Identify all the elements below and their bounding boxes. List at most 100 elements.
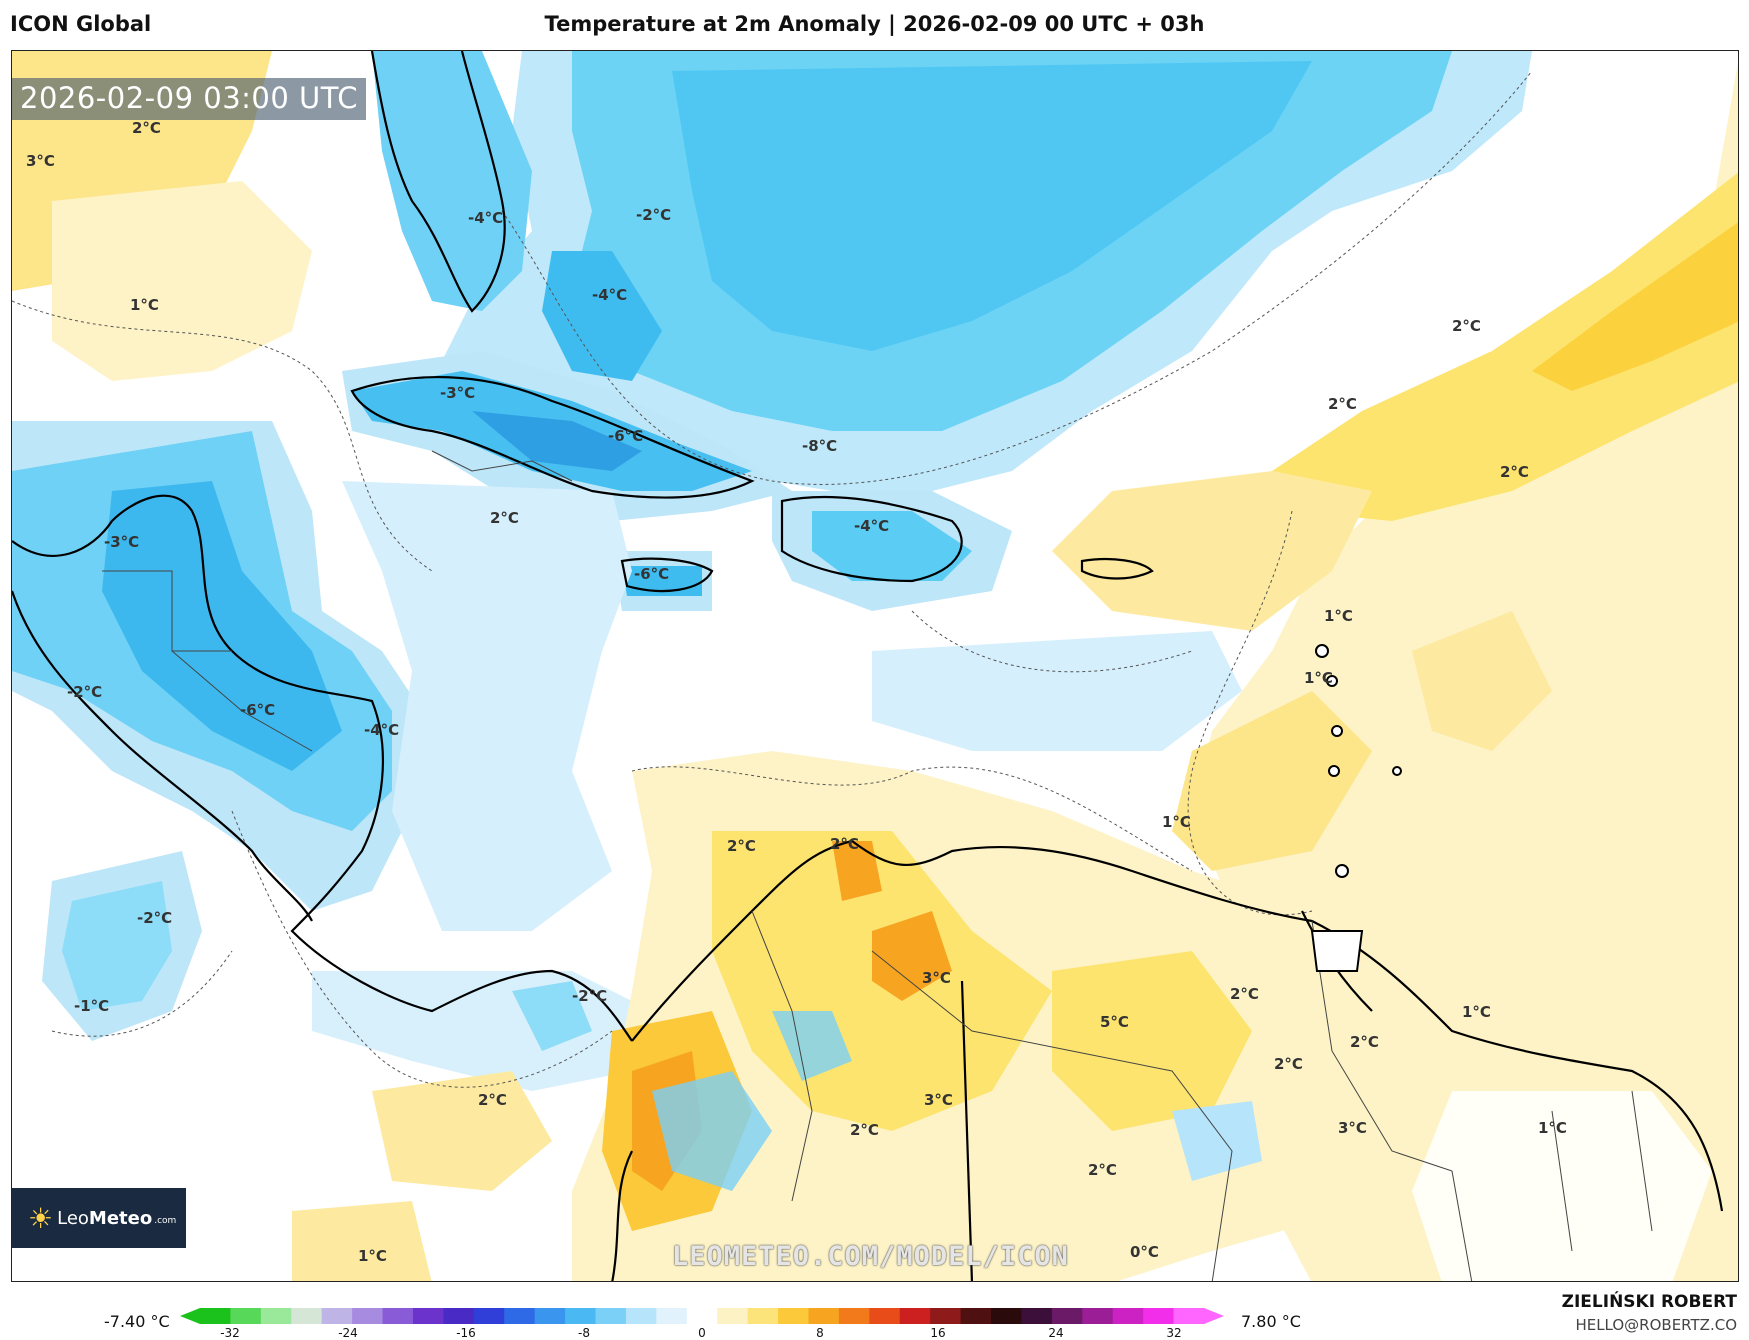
scale-swatch xyxy=(656,1308,688,1324)
anomaly-label: -4°C xyxy=(468,209,504,227)
anomaly-label: 1°C xyxy=(1304,669,1333,687)
author-name: ZIELIŃSKI ROBERT xyxy=(1561,1292,1737,1312)
anomaly-label: 3°C xyxy=(924,1091,953,1109)
anomaly-label: -8°C xyxy=(802,437,838,455)
logo-com: .com xyxy=(154,1216,177,1226)
anomaly-label: 3°C xyxy=(1338,1119,1367,1137)
scale-swatch xyxy=(382,1308,414,1324)
anomaly-label: 2°C xyxy=(850,1121,879,1139)
scale-swatch xyxy=(1173,1308,1205,1324)
anomaly-label: 3°C xyxy=(922,969,951,987)
scale-tick: 32 xyxy=(1166,1326,1182,1340)
anomaly-label: 2°C xyxy=(132,119,161,137)
scale-swatch xyxy=(717,1308,749,1324)
scale-swatch xyxy=(473,1308,505,1324)
scale-swatch xyxy=(200,1308,231,1324)
scale-right-arrow xyxy=(1204,1308,1224,1324)
scale-swatch xyxy=(869,1308,901,1324)
scale-swatch xyxy=(1051,1308,1083,1324)
anomaly-label: 2°C xyxy=(1230,985,1259,1003)
anomaly-label: -6°C xyxy=(634,565,670,583)
scale-tick: 8 xyxy=(816,1326,824,1340)
anomaly-label: -3°C xyxy=(104,533,140,551)
anomaly-map: 2026-02-09 03:00 UTC 2°C 3°C 1°C -4°C -2… xyxy=(11,50,1739,1282)
anomaly-label: 2°C xyxy=(727,837,756,855)
valid-time-label: 2026-02-09 03:00 UTC xyxy=(12,78,367,120)
anomaly-label: 0°C xyxy=(1130,1243,1159,1261)
anomaly-label: -3°C xyxy=(440,384,476,402)
scale-swatch xyxy=(808,1308,840,1324)
scale-swatch xyxy=(291,1308,323,1324)
scale-swatch xyxy=(534,1308,566,1324)
source-watermark: LEOMETEO.COM/MODEL/ICON xyxy=(672,1241,1069,1272)
sun-icon: ☀ xyxy=(28,1201,54,1235)
scale-swatch xyxy=(838,1308,870,1324)
scale-swatch xyxy=(412,1308,444,1324)
anomaly-label: 2°C xyxy=(1350,1033,1379,1051)
anomaly-label: 2°C xyxy=(830,835,859,853)
anomaly-label: -4°C xyxy=(592,286,628,304)
scale-swatch xyxy=(352,1308,384,1324)
anomaly-label: 1°C xyxy=(1162,813,1191,831)
scale-swatch xyxy=(595,1308,627,1324)
anomaly-label: 2°C xyxy=(478,1091,507,1109)
scale-swatch xyxy=(321,1308,353,1324)
scale-swatch xyxy=(1021,1308,1053,1324)
scale-tick: 16 xyxy=(930,1326,946,1340)
anomaly-label: -2°C xyxy=(137,909,173,927)
scale-swatch xyxy=(930,1308,962,1324)
anomaly-label: 2°C xyxy=(490,509,519,527)
scale-tick: -32 xyxy=(220,1326,240,1340)
anomaly-label: 1°C xyxy=(1324,607,1353,625)
scale-swatch xyxy=(504,1308,536,1324)
lesser-antilles xyxy=(1310,644,1402,972)
scale-swatch xyxy=(899,1308,931,1324)
anomaly-label: 2°C xyxy=(1328,395,1357,413)
anomaly-label: 2°C xyxy=(1088,1161,1117,1179)
scale-swatch xyxy=(230,1308,262,1324)
anomaly-label: -4°C xyxy=(854,517,890,535)
anomaly-label: -1°C xyxy=(74,997,110,1015)
leometeo-logo: ☀ Leo Meteo .com xyxy=(12,1188,186,1248)
anomaly-contours xyxy=(12,70,1533,1088)
scale-tick: 24 xyxy=(1048,1326,1064,1340)
anomaly-label: 2°C xyxy=(1274,1055,1303,1073)
scale-bar xyxy=(180,1308,1224,1324)
scale-tick: -24 xyxy=(338,1326,358,1340)
scale-swatch xyxy=(565,1308,597,1324)
scale-swatch xyxy=(991,1308,1022,1324)
scale-swatch xyxy=(686,1308,718,1324)
anomaly-label: -2°C xyxy=(636,206,672,224)
scale-min-label: -7.40 °C xyxy=(104,1312,170,1331)
anomaly-label: -4°C xyxy=(364,721,400,739)
cold-anomaly-florida xyxy=(372,51,532,311)
scale-swatch xyxy=(960,1308,992,1324)
anomaly-label: 5°C xyxy=(1100,1013,1129,1031)
anomaly-label: 2°C xyxy=(1452,317,1481,335)
scale-swatch xyxy=(260,1308,292,1324)
scale-swatch xyxy=(1143,1308,1175,1324)
scale-swatch xyxy=(1082,1308,1114,1324)
anomaly-label: 1°C xyxy=(1462,1003,1491,1021)
scale-swatch xyxy=(778,1308,809,1324)
scale-tick: 0 xyxy=(698,1326,706,1340)
anomaly-label: 2°C xyxy=(1500,463,1529,481)
map-canvas xyxy=(12,51,1738,1281)
color-scale: -7.40 °C -32 -24 -16 -8 0 8 16 24 32 7.80 °C xyxy=(0,1284,1749,1340)
anomaly-label: -2°C xyxy=(67,683,103,701)
scale-swatch xyxy=(1112,1308,1144,1324)
scale-tick: -16 xyxy=(456,1326,476,1340)
author-email: HELLO@ROBERTZ.CO xyxy=(1575,1316,1737,1334)
coastlines xyxy=(12,51,1724,1281)
logo-meteo: Meteo xyxy=(88,1207,153,1229)
scale-max-label: 7.80 °C xyxy=(1241,1312,1301,1331)
anomaly-label: -2°C xyxy=(572,987,608,1005)
scale-tick: -8 xyxy=(578,1326,590,1340)
anomaly-label: 1°C xyxy=(1538,1119,1567,1137)
logo-leo: Leo xyxy=(57,1207,89,1229)
anomaly-label: -6°C xyxy=(240,701,276,719)
model-name: ICON Global xyxy=(10,12,152,36)
anomaly-label: 1°C xyxy=(130,296,159,314)
chart-title: Temperature at 2m Anomaly | 2026-02-09 0… xyxy=(544,12,1205,36)
scale-left-arrow xyxy=(180,1308,200,1324)
